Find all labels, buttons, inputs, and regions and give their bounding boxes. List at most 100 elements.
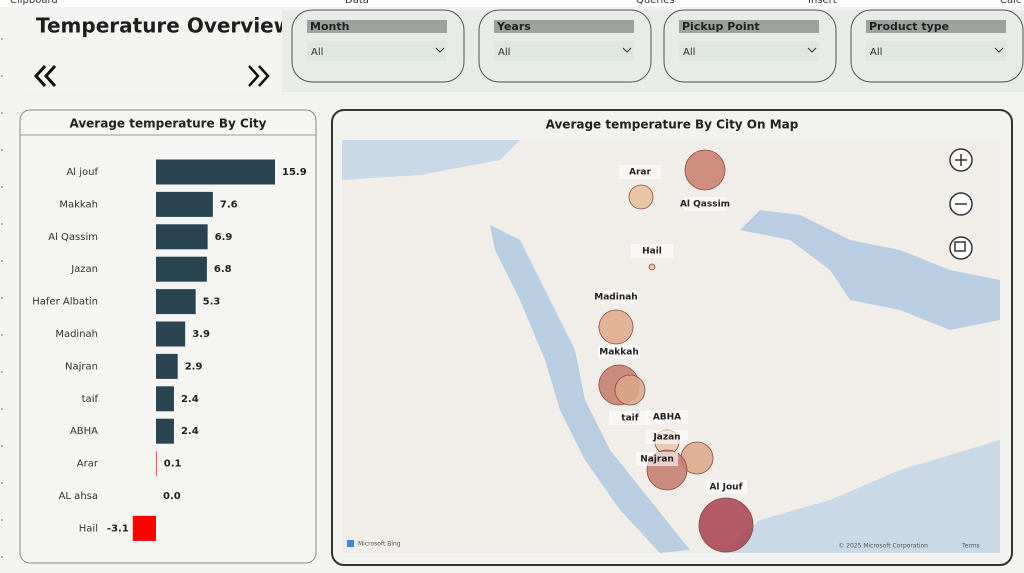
city-label: taif — [621, 414, 638, 424]
slicer-dropdown — [679, 41, 819, 61]
card-title: Average temperature By City — [69, 117, 266, 131]
category-label: Makkah — [59, 199, 98, 210]
city-label-bg — [646, 410, 688, 424]
med-sea — [342, 140, 520, 180]
map-layer: Arar Al Qassim Hail Madinah Makkah taif ABHA Ja… — [594, 149, 754, 553]
bar[interactable] — [156, 451, 157, 477]
gulf — [740, 210, 1000, 330]
map-terms[interactable]: Terms — [961, 543, 980, 550]
zoom-out[interactable] — [949, 192, 973, 216]
ribbon-label[interactable]: Clipboard — [10, 0, 58, 6]
city-label: Al Jouf — [709, 483, 742, 493]
map-bubble[interactable] — [648, 263, 656, 271]
category-label: Jazan — [70, 264, 98, 275]
value-label: 2.9 — [185, 361, 203, 372]
value-label: 2.4 — [181, 426, 199, 437]
category-label: Najran — [65, 361, 98, 372]
bar-chart: Al jouf 15.9 Makkah 7.6 Al Qassim 6.9 Jazan 6.8… — [32, 159, 307, 541]
slicer-value: All — [311, 47, 323, 58]
slicer-dropdown — [494, 41, 634, 61]
slicer[interactable]: Pickup Point All — [663, 9, 837, 83]
city-label-bg — [609, 411, 651, 425]
value-label: 2.4 — [181, 394, 199, 405]
bar[interactable] — [156, 386, 174, 412]
dropdown-chevron — [622, 47, 632, 53]
city-label: Al Qassim — [680, 200, 730, 210]
value-label: -3.1 — [107, 523, 129, 534]
dropdown-chevron — [994, 47, 1004, 53]
bar[interactable] — [156, 224, 208, 250]
slicer-header — [494, 20, 634, 33]
ribbon-strip — [0, 0, 1024, 7]
bar[interactable] — [156, 353, 178, 379]
bar[interactable] — [156, 191, 213, 217]
red-sea — [490, 225, 690, 553]
map-bubble[interactable] — [598, 309, 634, 345]
slicer-dropdown — [866, 41, 1006, 61]
city-label: Najran — [640, 455, 674, 465]
bar[interactable] — [132, 515, 156, 541]
bar[interactable] — [156, 289, 196, 315]
bar[interactable] — [156, 418, 174, 444]
map-bubble[interactable] — [698, 497, 754, 553]
slicer-label: Month — [310, 20, 349, 33]
category-label: Hafer Albatin — [32, 297, 98, 308]
map[interactable]: Arar Al Qassim Hail Madinah Makkah taif ABHA Ja… — [342, 140, 1000, 553]
value-label: 0.1 — [164, 459, 182, 470]
value-label: 6.8 — [214, 264, 232, 275]
city-label-bg — [631, 244, 673, 258]
value-label: 0.0 — [163, 491, 181, 502]
bar[interactable] — [156, 321, 186, 347]
nav-forward[interactable] — [248, 65, 270, 87]
city-label: ABHA — [653, 413, 681, 423]
value-label: 7.6 — [220, 199, 238, 210]
ribbon-label[interactable]: Queries — [636, 0, 675, 6]
city-label: Madinah — [594, 293, 637, 303]
category-label: ABHA — [70, 426, 98, 437]
bar[interactable] — [156, 256, 207, 282]
map-bubble[interactable] — [614, 374, 646, 406]
map-title: Average temperature By City On Map — [546, 118, 799, 132]
ribbon-label[interactable]: Data — [345, 0, 369, 6]
category-label: Arar — [77, 459, 99, 470]
dropdown-chevron — [435, 47, 445, 53]
dropdown-chevron — [807, 47, 817, 53]
slicer-label: Pickup Point — [682, 20, 760, 33]
header-panel — [20, 10, 278, 92]
map-bubble[interactable] — [684, 149, 726, 191]
slicer[interactable]: Years All — [478, 9, 652, 83]
ribbon-label[interactable]: Calc — [1000, 0, 1021, 6]
city-label-bg — [646, 430, 688, 444]
ribbon-label[interactable]: Insert — [808, 0, 837, 6]
nav-back[interactable] — [33, 64, 57, 88]
value-label: 3.9 — [192, 329, 210, 340]
slicer-value: All — [870, 47, 882, 58]
map-brand: Microsoft Bing — [358, 541, 401, 548]
slicer[interactable]: Product type All — [850, 9, 1024, 83]
city-label-bg — [705, 480, 747, 494]
slicer[interactable]: Month All — [291, 9, 465, 83]
city-label-bg — [595, 290, 637, 304]
arabian-sea — [720, 440, 1000, 553]
slicer-header — [866, 20, 1006, 33]
bar[interactable] — [156, 159, 275, 185]
city-label: Arar — [629, 168, 651, 178]
city-label-bg — [636, 452, 678, 466]
map-copyright: © 2025 Microsoft Corporation — [838, 543, 928, 550]
slicer-header — [307, 20, 447, 33]
slicer-label: Product type — [869, 20, 949, 33]
brand-logo — [347, 540, 354, 547]
city-label-bg — [619, 165, 661, 179]
category-label: Madinah — [55, 329, 98, 340]
category-label: Al jouf — [66, 167, 98, 178]
slicer-value: All — [683, 47, 695, 58]
category-label: AL ahsa — [59, 491, 98, 502]
select-tool[interactable] — [949, 236, 973, 260]
city-label-bg — [598, 345, 640, 359]
value-label: 15.9 — [282, 167, 307, 178]
category-label: Hail — [79, 523, 98, 534]
map-bubble[interactable] — [628, 184, 654, 210]
zoom-in[interactable] — [949, 148, 973, 172]
value-label: 5.3 — [203, 297, 221, 308]
